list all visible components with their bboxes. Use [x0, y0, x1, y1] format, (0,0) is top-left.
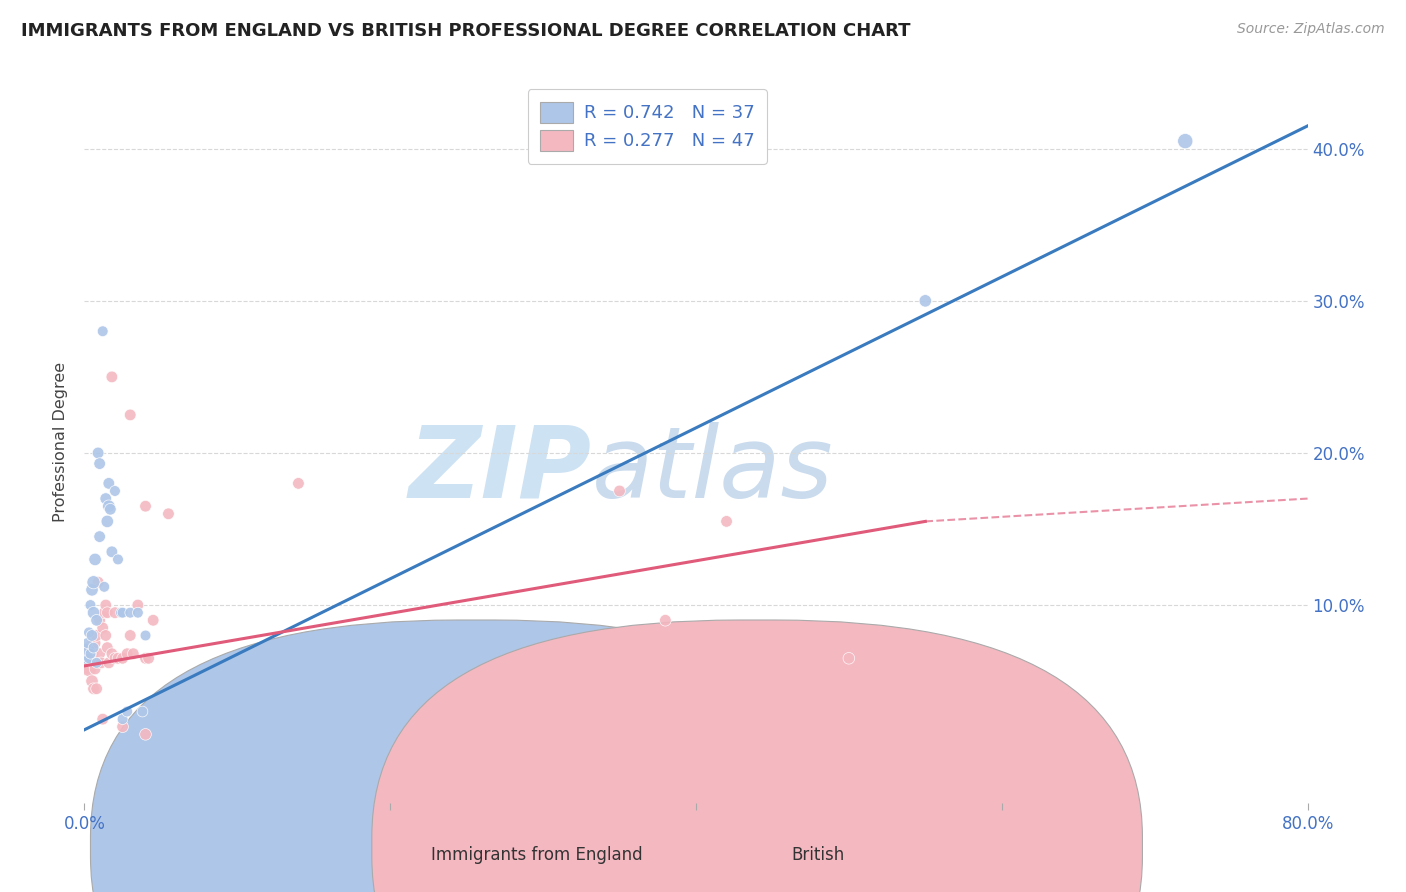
Point — [131, 705, 153, 719]
Point — [91, 621, 114, 635]
Point — [77, 662, 100, 676]
Point — [110, 606, 132, 620]
Point — [87, 575, 110, 590]
Point — [83, 575, 105, 590]
Point — [138, 651, 160, 665]
Point — [101, 545, 124, 559]
Point — [80, 647, 103, 661]
Point — [127, 598, 149, 612]
Point — [914, 293, 936, 308]
Point — [122, 647, 145, 661]
Point — [83, 640, 105, 655]
Point — [89, 530, 111, 544]
Text: Immigrants from England: Immigrants from England — [432, 847, 643, 864]
Point — [609, 483, 631, 498]
Point — [77, 651, 100, 665]
Point — [107, 552, 129, 566]
Point — [93, 606, 115, 620]
Point — [86, 613, 108, 627]
Point — [75, 651, 97, 665]
Point — [97, 499, 120, 513]
Point — [96, 606, 118, 620]
Point — [83, 681, 105, 696]
Point — [91, 324, 114, 338]
Point — [80, 582, 103, 597]
Point — [1174, 134, 1197, 148]
Point — [111, 606, 134, 620]
Text: IMMIGRANTS FROM ENGLAND VS BRITISH PROFESSIONAL DEGREE CORRELATION CHART: IMMIGRANTS FROM ENGLAND VS BRITISH PROFE… — [21, 22, 911, 40]
Point — [142, 613, 165, 627]
Point — [101, 647, 124, 661]
Point — [97, 476, 120, 491]
Point — [77, 625, 100, 640]
Point — [135, 651, 157, 665]
Point — [135, 727, 157, 741]
Text: ZIP: ZIP — [409, 422, 592, 519]
Point — [93, 580, 115, 594]
Point — [135, 499, 157, 513]
Point — [104, 606, 127, 620]
Point — [115, 705, 138, 719]
Point — [79, 647, 101, 661]
Point — [94, 628, 117, 642]
Point — [127, 606, 149, 620]
Text: Source: ZipAtlas.com: Source: ZipAtlas.com — [1237, 22, 1385, 37]
Point — [76, 659, 98, 673]
Point — [89, 613, 111, 627]
Point — [86, 656, 108, 670]
Point — [654, 613, 676, 627]
Point — [120, 408, 142, 422]
FancyBboxPatch shape — [90, 620, 860, 892]
Point — [86, 681, 108, 696]
Point — [135, 628, 157, 642]
Point — [83, 656, 105, 670]
Point — [101, 370, 124, 384]
Point — [120, 606, 142, 620]
Point — [97, 656, 120, 670]
Legend: R = 0.742   N = 37, R = 0.277   N = 47: R = 0.742 N = 37, R = 0.277 N = 47 — [527, 89, 768, 163]
Point — [120, 628, 142, 642]
Point — [84, 552, 107, 566]
Point — [87, 446, 110, 460]
Point — [76, 636, 98, 650]
Point — [89, 647, 111, 661]
Point — [79, 640, 101, 655]
Point — [89, 457, 111, 471]
Point — [84, 636, 107, 650]
Point — [157, 507, 180, 521]
Point — [83, 606, 105, 620]
Text: atlas: atlas — [592, 422, 834, 519]
Point — [94, 491, 117, 506]
Point — [98, 502, 121, 516]
Point — [716, 515, 738, 529]
Point — [287, 476, 309, 491]
Point — [111, 651, 134, 665]
Point — [107, 651, 129, 665]
Point — [96, 515, 118, 529]
Point — [79, 598, 101, 612]
FancyBboxPatch shape — [371, 620, 1143, 892]
Point — [84, 662, 107, 676]
Y-axis label: Professional Degree: Professional Degree — [53, 361, 69, 522]
Point — [75, 647, 97, 661]
Point — [111, 720, 134, 734]
Point — [104, 651, 127, 665]
Point — [838, 651, 860, 665]
Point — [80, 628, 103, 642]
Point — [91, 712, 114, 726]
Point — [111, 712, 134, 726]
Point — [104, 483, 127, 498]
Text: British: British — [792, 847, 845, 864]
Point — [96, 640, 118, 655]
Point — [80, 674, 103, 689]
Point — [94, 598, 117, 612]
Point — [90, 656, 112, 670]
Point — [115, 647, 138, 661]
Point — [86, 628, 108, 642]
